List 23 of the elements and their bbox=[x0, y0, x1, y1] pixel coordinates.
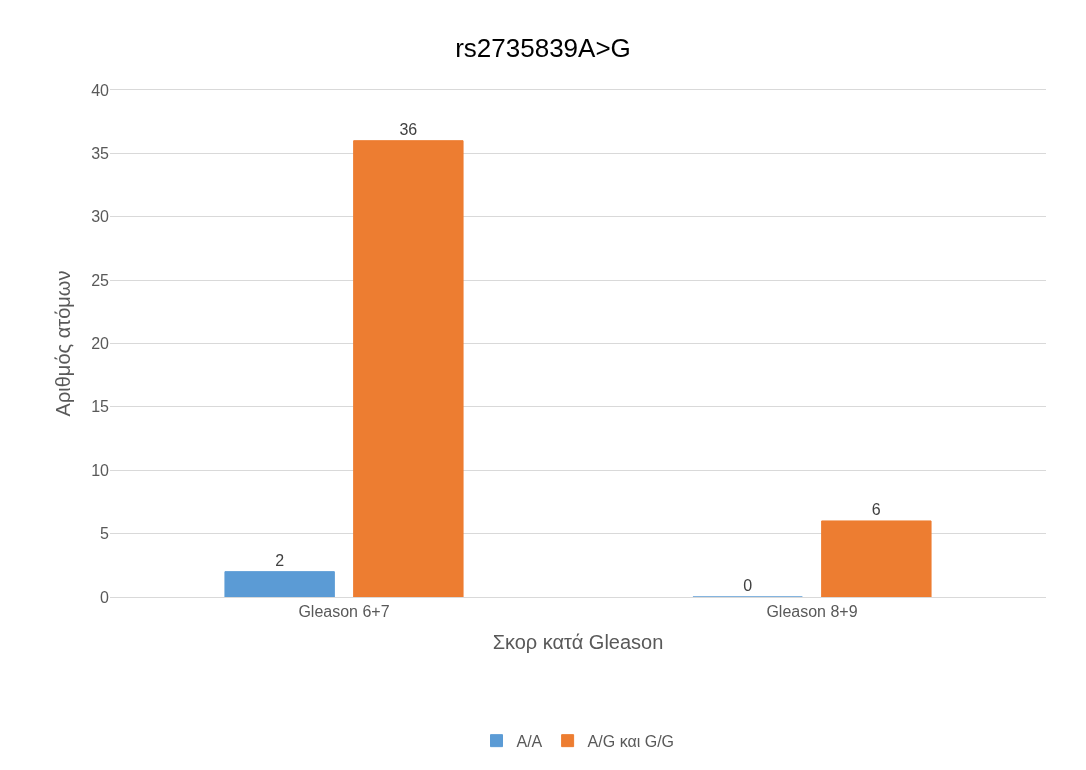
x-axis-title: Σκορ κατά Gleason bbox=[492, 630, 664, 653]
data-label: 6 bbox=[871, 500, 881, 518]
y-tick-label: 30 bbox=[91, 208, 110, 226]
y-tick-label: 40 bbox=[91, 81, 110, 99]
legend-label: A/G και G/G bbox=[587, 732, 675, 750]
y-tick-label: 5 bbox=[100, 525, 110, 543]
bar bbox=[224, 571, 335, 597]
y-tick-label: 20 bbox=[91, 335, 110, 353]
y-tick-label: 0 bbox=[100, 588, 110, 606]
data-label: 0 bbox=[743, 577, 753, 594]
y-tick-label: 35 bbox=[91, 144, 110, 162]
legend-label: A/A bbox=[516, 732, 543, 750]
x-tick-label: Gleason 6+7 bbox=[298, 603, 390, 621]
x-tick-label: Gleason 8+9 bbox=[766, 603, 858, 621]
chart-title: rs2735839A>G bbox=[455, 32, 631, 63]
y-tick-label: 10 bbox=[91, 461, 110, 479]
bar bbox=[821, 520, 932, 597]
bar bbox=[353, 140, 464, 597]
y-axis-title: Αριθμός ατόμων bbox=[51, 270, 74, 417]
y-tick-label: 25 bbox=[91, 271, 110, 289]
data-label: 36 bbox=[399, 120, 418, 138]
y-tick-label: 15 bbox=[91, 398, 110, 416]
data-label: 2 bbox=[275, 551, 285, 569]
